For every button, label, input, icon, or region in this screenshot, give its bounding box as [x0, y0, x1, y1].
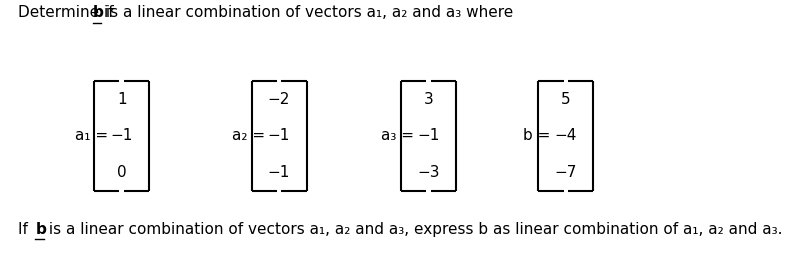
Text: −7: −7 [555, 166, 577, 180]
Text: −1: −1 [268, 166, 290, 180]
Text: Determine if: Determine if [18, 5, 119, 20]
Text: −3: −3 [417, 166, 439, 180]
Text: If: If [18, 222, 33, 237]
Text: −1: −1 [268, 129, 290, 143]
Text: a₃ =: a₃ = [381, 129, 414, 143]
Text: a₁ =: a₁ = [75, 129, 108, 143]
Text: is a linear combination of vectors a₁, a₂ and a₃, express b as linear combinatio: is a linear combination of vectors a₁, a… [44, 222, 782, 237]
Text: a₂ =: a₂ = [232, 129, 265, 143]
Text: 3: 3 [424, 92, 433, 106]
Text: −1: −1 [111, 129, 133, 143]
Text: 1: 1 [117, 92, 127, 106]
Text: −4: −4 [555, 129, 577, 143]
Text: is a linear combination of vectors a₁, a₂ and a₃ where: is a linear combination of vectors a₁, a… [101, 5, 513, 20]
Text: b: b [93, 5, 104, 20]
Text: b =: b = [523, 129, 550, 143]
Text: −1: −1 [417, 129, 439, 143]
Text: 0: 0 [117, 166, 127, 180]
Text: 5: 5 [561, 92, 571, 106]
Text: −2: −2 [268, 92, 290, 106]
Text: b: b [35, 222, 46, 237]
